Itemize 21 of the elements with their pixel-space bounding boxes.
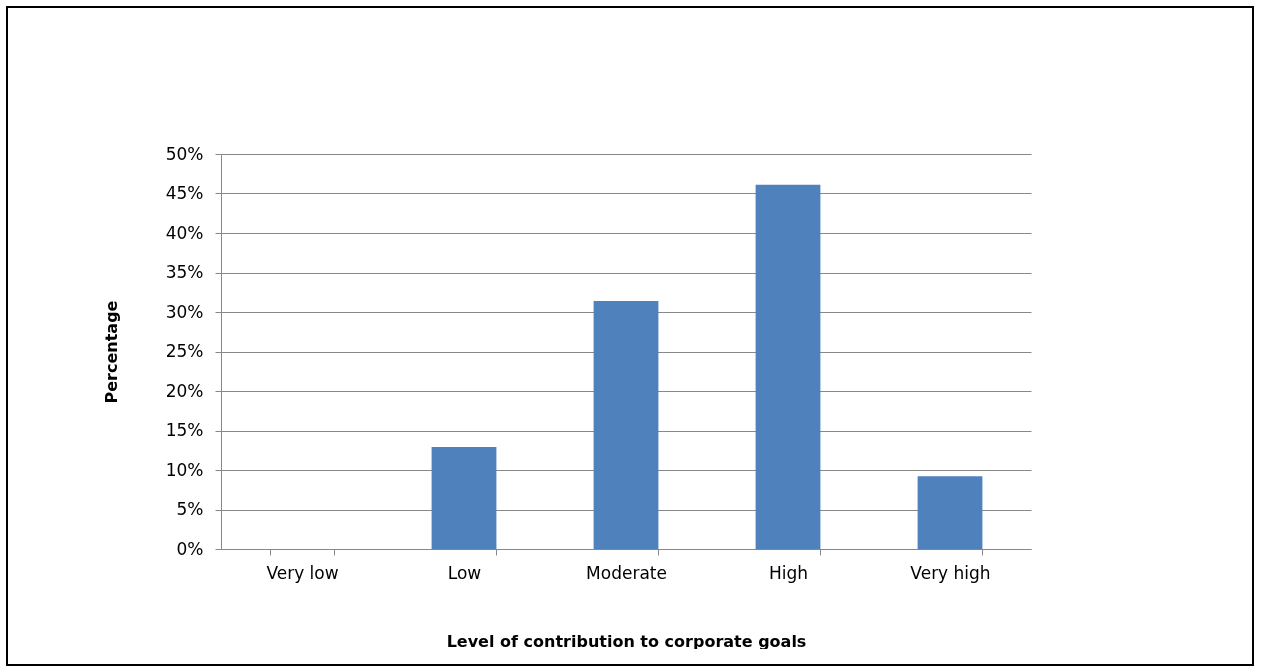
y-tick-label: 10% bbox=[165, 459, 204, 480]
y-tick-label: 20% bbox=[165, 380, 204, 401]
x-tick-label: Low bbox=[447, 562, 482, 583]
x-tick-label: Moderate bbox=[586, 562, 667, 583]
y-tick-label: 25% bbox=[165, 341, 204, 361]
y-tick-label: 50% bbox=[165, 143, 204, 164]
y-tick-label: 5% bbox=[176, 499, 204, 519]
bar bbox=[431, 447, 497, 549]
bar bbox=[755, 184, 821, 549]
bar bbox=[917, 476, 983, 549]
x-tick-label: Very high bbox=[910, 562, 991, 583]
y-tick-label: 35% bbox=[165, 262, 204, 282]
bar bbox=[593, 300, 659, 549]
y-tick-label: 30% bbox=[165, 301, 204, 322]
x-tick-label: Very low bbox=[266, 562, 339, 583]
y-tick-label: 15% bbox=[165, 420, 204, 440]
y-tick-label: 0% bbox=[176, 538, 204, 559]
y-tick-label: 40% bbox=[165, 222, 204, 243]
y-tick-label: 45% bbox=[165, 183, 204, 203]
x-tick-label: High bbox=[768, 562, 809, 583]
y-axis-title: Percentage bbox=[101, 300, 121, 404]
